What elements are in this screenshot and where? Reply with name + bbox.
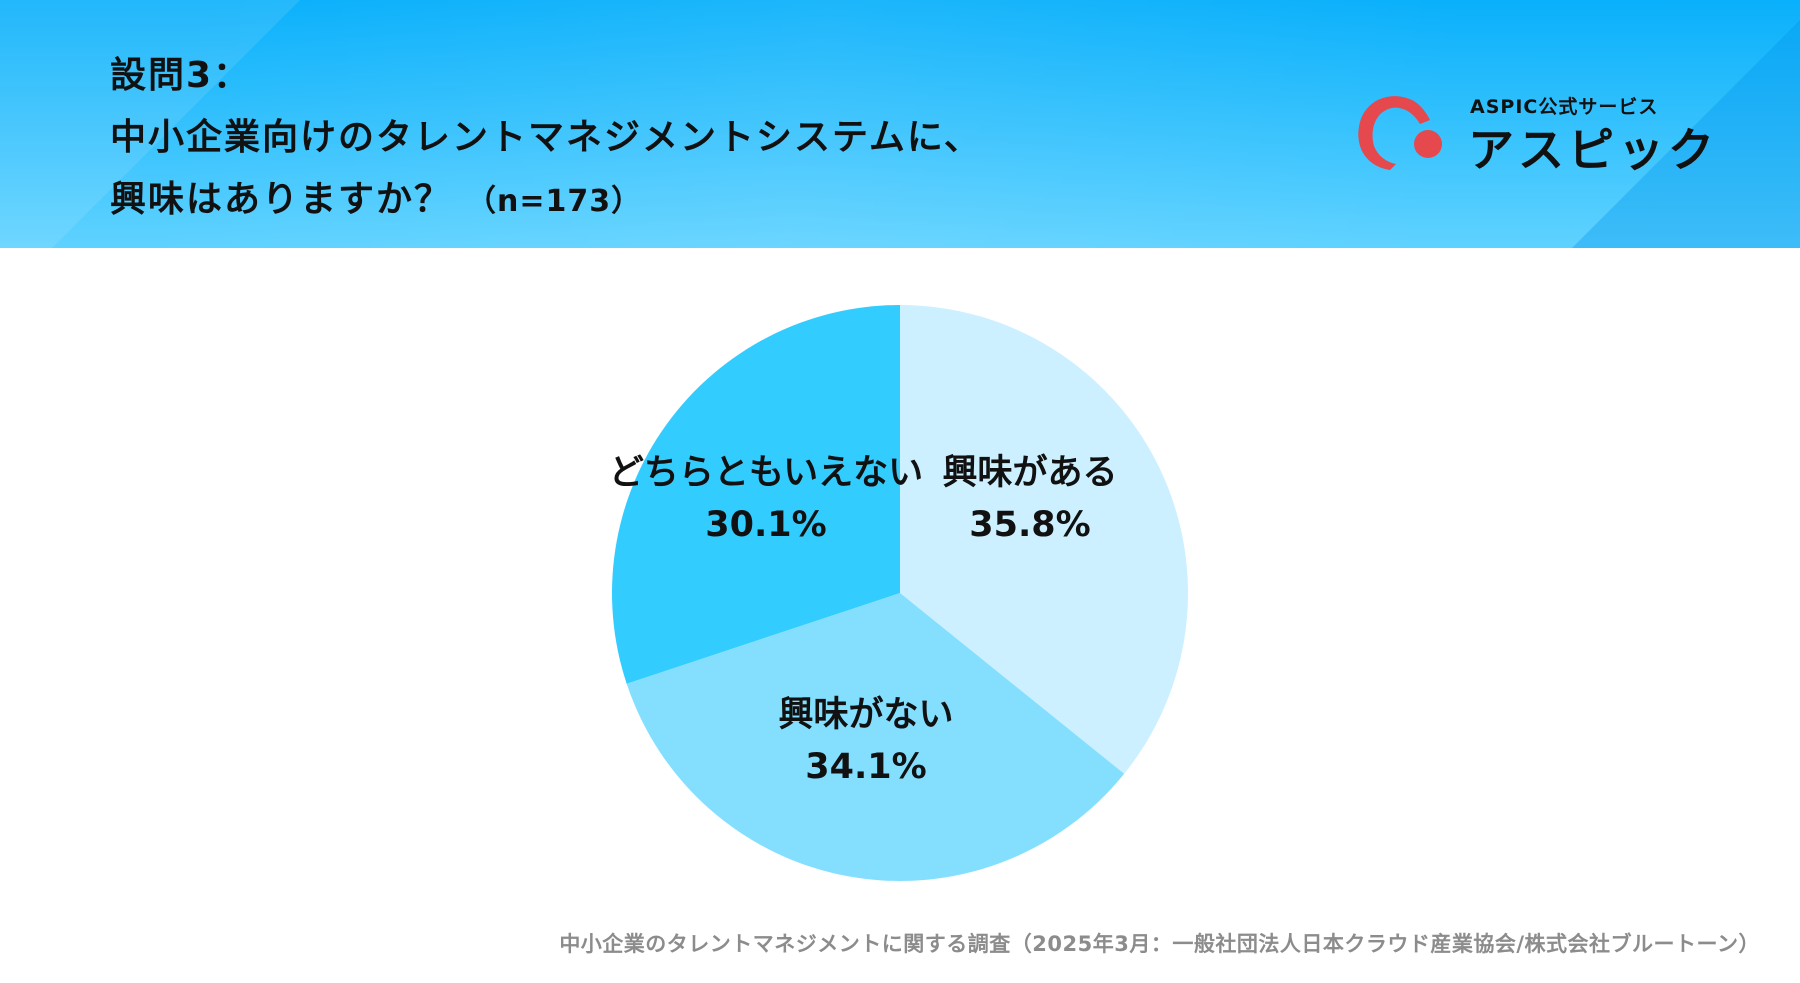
slice-neutral-label: どちらともいえない — [609, 453, 923, 493]
question-number: 設問3： — [110, 55, 252, 96]
question-line-1: 中小企業向けのタレントマネジメントシステムに、 — [110, 117, 982, 158]
logo-subtitle: ASPIC公式サービス — [1470, 96, 1659, 118]
source-note: 中小企業のタレントマネジメントに関する調査（2025年3月：一般社団法人日本クラ… — [559, 932, 1760, 956]
slice-interested-value: 35.8% — [969, 505, 1090, 545]
slice-interested-label: 興味がある — [942, 453, 1117, 493]
slice-not-interested-value: 34.1% — [805, 747, 926, 787]
slice-neutral — [612, 305, 900, 684]
slice-interested — [900, 305, 1189, 774]
logo-name: アスピック — [1468, 123, 1718, 177]
slice-not-interested-label: 興味がない — [778, 695, 953, 735]
slice-neutral-value: 30.1% — [705, 505, 826, 545]
header-banner: 設問3： 中小企業向けのタレントマネジメントシステムに、 興味はありますか？ （n… — [0, 0, 1800, 248]
aspic-logo-mark-icon — [1358, 96, 1442, 170]
header-sheen — [0, 0, 1800, 248]
pie-labels: 興味がある 35.8% 興味がない 34.1% どちらともいえない 30.1% — [609, 453, 1118, 787]
logo-arc-icon — [1358, 96, 1430, 170]
logo-dot-icon — [1414, 130, 1442, 158]
slice-not-interested — [626, 593, 1125, 881]
aspic-logo: ASPIC公式サービス アスピック — [1350, 86, 1730, 177]
sample-size: （n=173） — [466, 184, 643, 219]
pie-slices — [612, 305, 1189, 881]
question-line-2-text: 興味はありますか？ — [110, 179, 453, 220]
question-line-2: 興味はありますか？ （n=173） — [110, 170, 642, 222]
